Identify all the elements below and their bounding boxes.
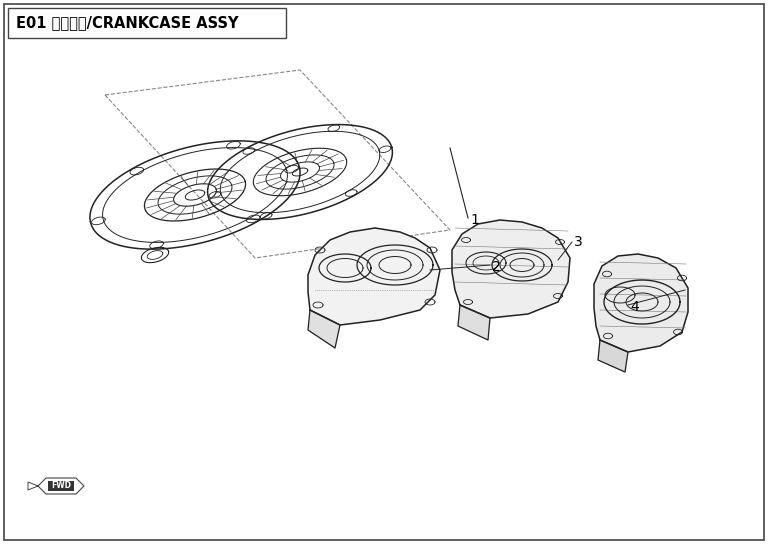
Text: 2: 2 bbox=[492, 260, 501, 274]
Bar bbox=[48, 481, 74, 491]
Polygon shape bbox=[452, 220, 570, 318]
Polygon shape bbox=[38, 478, 84, 494]
Bar bbox=[8, 8, 286, 38]
Polygon shape bbox=[594, 254, 688, 352]
Text: 1: 1 bbox=[470, 213, 479, 227]
Text: 4: 4 bbox=[630, 300, 639, 314]
Text: FWD: FWD bbox=[51, 481, 71, 491]
Polygon shape bbox=[458, 305, 490, 340]
Polygon shape bbox=[308, 228, 440, 325]
Text: E01 曲轴筱组/CRANKCASE ASSY: E01 曲轴筱组/CRANKCASE ASSY bbox=[16, 15, 239, 30]
Text: 3: 3 bbox=[574, 235, 583, 249]
Polygon shape bbox=[28, 482, 38, 490]
Polygon shape bbox=[308, 310, 340, 348]
Polygon shape bbox=[598, 340, 628, 372]
